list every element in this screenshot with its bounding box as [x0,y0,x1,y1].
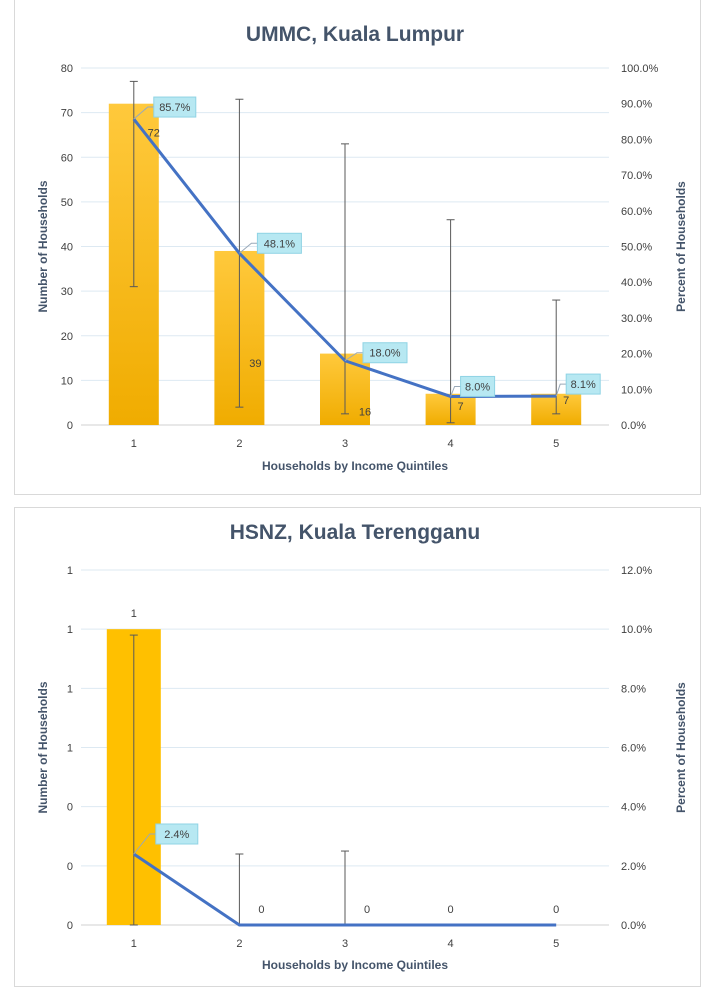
y2-tick-label: 6.0% [621,743,646,755]
x-tick-label: 1 [131,438,137,450]
callout-leader [133,106,154,120]
x-tick-label: 4 [448,438,454,450]
bar-data-label: 7 [563,395,569,407]
y2-tick-label: 60.0% [621,206,652,218]
y-tick-label: 0 [67,920,73,932]
chart-panel-ummc: UMMC, Kuala Lumpur 0 10 20 30 40 50 60 70 80 0.0% 1… [14,0,701,495]
y-tick-label: 30 [61,286,73,298]
y-tick-label: 1 [67,743,73,755]
bar-data-label: 16 [359,407,371,419]
callout-box [565,373,601,395]
y2-tick-label: 40.0% [621,277,652,289]
y-tick-label: 80 [61,63,73,75]
y-tick-label: 0 [67,802,73,814]
y2-tick-label: 0.0% [621,420,646,432]
x-tick-label: 1 [131,938,137,950]
y2-axis-title: Percent of Households [674,181,688,312]
callout-leader [450,385,461,397]
y2-tick-label: 0.0% [621,920,646,932]
y2-axis-title: Percent of Households [674,682,688,813]
line-data-label: 8.1% [571,379,596,391]
callout-box [460,375,496,397]
y2-tick-label: 2.0% [621,861,646,873]
y-tick-label: 1 [67,624,73,636]
chart-hsnz: HSNZ, Kuala Terengganu00011110.0%2.0%4.0… [36,521,688,972]
y-tick-label: 0 [67,420,73,432]
y-tick-label: 20 [61,331,73,343]
y-tick-label: 70 [61,108,73,120]
y2-tick-label: 70.0% [621,170,652,182]
x-tick-label: 3 [342,438,348,450]
y2-tick-label: 100.0% [621,63,659,75]
bar-data-label: 7 [458,401,464,413]
bar-data-label: 39 [249,358,261,370]
callout-box [155,823,199,845]
y-tick-label: 1 [67,683,73,695]
line-data-label: 85.7% [159,102,190,114]
chart-title: UMMC, Kuala Lumpur [246,23,464,46]
y2-tick-label: 30.0% [621,313,652,325]
chart-ummc: UMMC, Kuala Lumpur 0 10 20 30 40 50 60 70 80 0.0% 1… [36,23,688,473]
y2-tick-label: 20.0% [621,349,652,361]
callout-leader [344,352,363,362]
callout-box [256,232,302,254]
y2-tick-label: 50.0% [621,242,652,254]
bar-data-label: 1 [131,608,137,620]
y-tick-label: 60 [61,152,73,164]
callout-leader [133,833,156,855]
y-axis-title: Number of Households [36,180,50,312]
y2-tick-label: 90.0% [621,99,652,111]
y-tick-label: 10 [61,375,73,387]
x-tick-label: 3 [342,938,348,950]
y2-tick-label: 4.0% [621,802,646,814]
bar-data-label: 0 [364,904,370,916]
y-axis-title: Number of Households [36,681,50,813]
x-tick-label: 4 [448,938,454,950]
line-data-label: 8.0% [465,381,490,393]
percent-line [132,852,557,927]
y-tick-label: 1 [67,565,73,577]
y2-tick-label: 80.0% [621,134,652,146]
y2-tick-label: 8.0% [621,683,646,695]
x-tick-label: 2 [236,438,242,450]
bar-data-label: 0 [258,904,264,916]
x-axis-title: Households by Income Quintiles [262,958,448,972]
x-tick-label: 5 [553,938,559,950]
line-data-label: 48.1% [264,238,295,250]
callout-leader [555,383,567,397]
callout-box [362,342,408,364]
bar-data-label: 0 [553,904,559,916]
chart-title: HSNZ, Kuala Terengganu [230,521,480,544]
x-axis-title: Households by Income Quintiles [262,459,448,473]
callout-leader [239,242,258,254]
chart-panel-hsnz: HSNZ, Kuala Terengganu 0 0 0 1 1 1 1 0.0% 2.0% 4.0… [14,507,701,987]
line-data-label: 2.4% [164,829,189,841]
x-tick-label: 5 [553,438,559,450]
x-tick-label: 2 [236,938,242,950]
bar-data-label: 0 [448,904,454,916]
y-tick-label: 0 [67,861,73,873]
y-tick-label: 50 [61,197,73,209]
y-tick-label: 40 [61,242,73,254]
bar-data-label: 72 [148,128,160,140]
y2-tick-label: 10.0% [621,624,652,636]
line-data-label: 18.0% [369,348,400,360]
y2-tick-label: 12.0% [621,565,652,577]
y2-tick-label: 10.0% [621,384,652,396]
callout-box [153,96,197,118]
